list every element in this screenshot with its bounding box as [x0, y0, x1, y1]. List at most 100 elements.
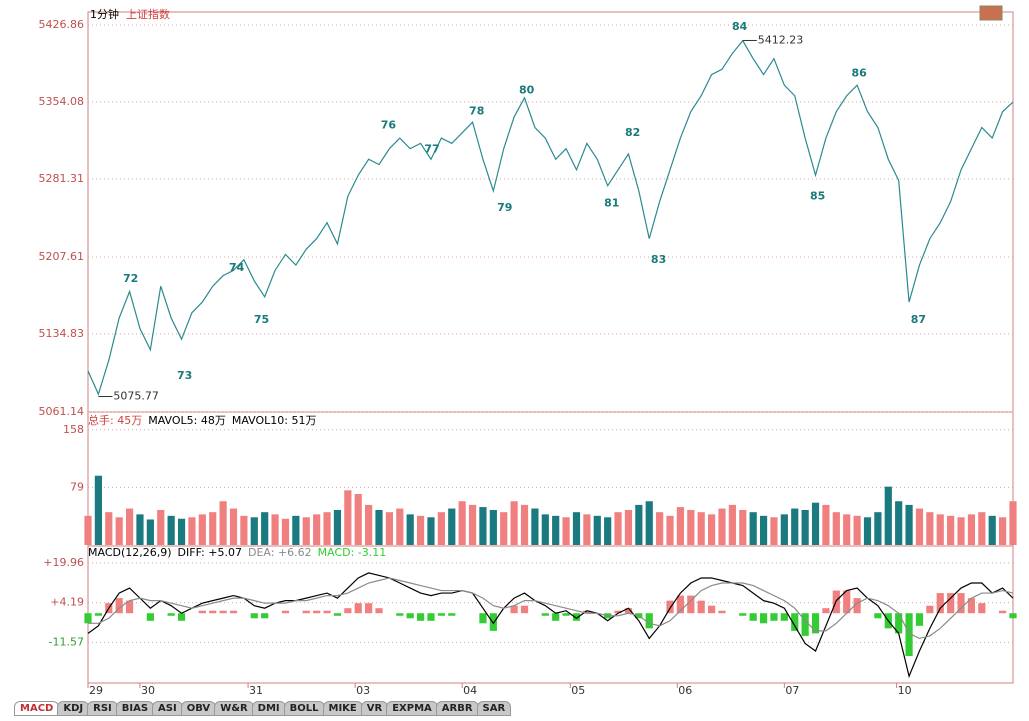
- volume-bar: [479, 507, 487, 545]
- wave-label: 77: [424, 143, 439, 156]
- indicator-tab[interactable]: SAR: [476, 701, 512, 716]
- macd-bar: [198, 610, 206, 614]
- macd-line: [88, 577, 1014, 640]
- volume-bar: [999, 517, 1007, 545]
- volume-bar: [676, 507, 685, 545]
- macd-bar: [874, 613, 882, 619]
- volume-bar: [313, 514, 321, 545]
- volume-bar: [801, 509, 809, 545]
- x-tick-label: 31: [249, 684, 263, 697]
- volume-bar: [271, 514, 279, 545]
- volume-bar: [406, 514, 414, 545]
- macd-bar: [645, 613, 653, 629]
- volume-bar: [510, 501, 518, 545]
- macd-bar: [718, 610, 726, 614]
- macd-bar: [853, 598, 861, 614]
- volume-bar: [791, 508, 799, 545]
- panel-header: MAVOL5: 48万: [148, 414, 226, 427]
- volume-bar: [105, 512, 113, 545]
- macd-bar: [354, 603, 362, 614]
- volume-bar: [988, 515, 996, 545]
- macd-bar: [520, 605, 529, 614]
- panel-header: MACD(12,26,9): [88, 546, 172, 559]
- indicator-tab[interactable]: BIAS: [115, 701, 155, 716]
- macd-bar: [749, 613, 757, 621]
- macd-bar: [416, 613, 425, 621]
- macd-bar: [302, 610, 310, 614]
- volume-bar: [396, 508, 404, 545]
- macd-bar: [219, 610, 227, 614]
- volume-bar: [957, 517, 965, 545]
- macd-bar: [572, 613, 581, 621]
- x-tick-label: 07: [785, 684, 799, 697]
- macd-bar: [895, 613, 903, 634]
- chart-frame: [87, 11, 1014, 684]
- panel-header: 总手: 45万: [88, 413, 142, 427]
- volume-bar: [749, 512, 757, 545]
- indicator-tab[interactable]: RSI: [87, 701, 118, 716]
- macd-bar: [437, 613, 445, 616]
- wave-label: 81: [604, 197, 619, 210]
- volume-bar: [437, 512, 445, 545]
- macd-bar: [624, 608, 633, 614]
- indicator-tab[interactable]: DMI: [251, 701, 286, 716]
- macd-bar: [229, 610, 238, 614]
- x-tick-label: 03: [356, 684, 370, 697]
- volume-bar: [250, 517, 258, 545]
- indicator-tab[interactable]: OBV: [180, 701, 217, 716]
- macd-bar: [365, 603, 373, 614]
- volume-bar: [365, 504, 373, 545]
- macd-bar: [967, 598, 976, 614]
- macd-bar: [115, 598, 123, 614]
- icon[interactable]: [979, 5, 1003, 21]
- volume-bar: [614, 512, 622, 545]
- volume-bar: [905, 504, 913, 545]
- volume-bar: [759, 515, 768, 545]
- price-label: 5412.23: [758, 33, 804, 46]
- macd-bar: [739, 613, 747, 616]
- volume-bar: [240, 515, 248, 545]
- wave-label: 79: [497, 201, 512, 214]
- period: 1分钟: [90, 7, 119, 21]
- volume-bar: [209, 512, 217, 545]
- volume-bar: [375, 509, 383, 545]
- macd-bar: [676, 595, 685, 614]
- indicator-tab[interactable]: EXPMA: [386, 701, 438, 716]
- indicator-tab[interactable]: MIKE: [322, 701, 363, 716]
- volume-bar: [780, 514, 788, 545]
- x-tick-label: 30: [141, 684, 155, 697]
- indicator-tab[interactable]: ASI: [152, 701, 183, 716]
- macd-bar: [177, 613, 186, 621]
- macd-bar: [313, 610, 321, 614]
- indicator-tab[interactable]: VR: [360, 701, 389, 716]
- indicator-tab[interactable]: BOLL: [283, 701, 325, 716]
- y-tick-label: 5061.14: [39, 405, 85, 418]
- wave-label: 82: [625, 126, 640, 139]
- volume-bar: [385, 512, 394, 545]
- macd-bar: [583, 610, 591, 614]
- volume-bar: [229, 508, 238, 545]
- indicator-tab[interactable]: MACD: [14, 701, 60, 716]
- wave-label: 87: [911, 313, 926, 326]
- indicator-tab[interactable]: W&R: [214, 701, 254, 716]
- wave-label: 83: [651, 253, 666, 266]
- volume-bar: [895, 501, 903, 545]
- volume-bar: [656, 512, 664, 545]
- macd-bar: [406, 613, 414, 619]
- volume-bar: [416, 515, 425, 545]
- indicator-tab[interactable]: ARBR: [435, 701, 479, 716]
- volume-bar: [302, 517, 310, 545]
- volume-bar: [926, 512, 934, 545]
- volume-bar: [167, 515, 175, 545]
- macd-bar: [801, 613, 809, 636]
- wave-label: 85: [810, 189, 825, 202]
- volume-bar: [624, 509, 633, 545]
- volume-bar: [125, 508, 134, 545]
- x-tick-label: 29: [89, 684, 103, 697]
- indicator-tab[interactable]: KDJ: [57, 701, 90, 716]
- volume-bar: [645, 501, 653, 545]
- volume-bar: [1009, 501, 1017, 545]
- volume-bar: [146, 519, 154, 545]
- x-tick-label: 05: [571, 684, 585, 697]
- volume-bar: [572, 512, 581, 545]
